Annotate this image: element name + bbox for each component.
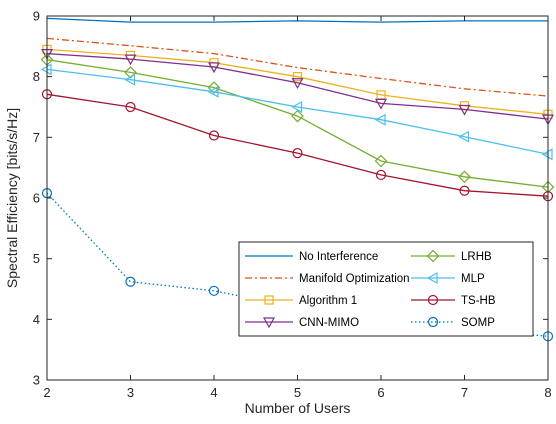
x-tick-label: 3 xyxy=(127,385,134,400)
data-point xyxy=(291,100,303,114)
legend-label: No Interference xyxy=(299,251,378,263)
x-tick-label: 2 xyxy=(43,385,50,400)
legend: No Interference LRHB Manifold Optimization… xyxy=(238,241,534,337)
legend-marker xyxy=(427,294,439,306)
data-point xyxy=(292,148,303,159)
legend-item: TS-HB xyxy=(411,294,496,307)
legend-item: Manifold Optimization xyxy=(245,273,410,285)
data-point xyxy=(208,285,220,296)
data-point xyxy=(291,78,304,89)
data-point xyxy=(374,98,388,110)
y-axis-label: Spectral Efficiency [bits/s/Hz] xyxy=(4,108,20,288)
data-point xyxy=(458,104,471,116)
legend-box xyxy=(238,241,534,337)
data-point xyxy=(207,85,219,98)
y-tick-label: 3 xyxy=(33,373,40,388)
x-tick-label: 7 xyxy=(461,385,468,400)
legend-label: SOMP xyxy=(461,317,495,329)
data-point xyxy=(375,169,387,181)
series-manifold-optimization xyxy=(46,37,549,97)
legend-marker xyxy=(426,249,440,263)
series-line xyxy=(46,59,549,188)
data-point xyxy=(374,113,386,126)
data-point xyxy=(207,62,221,74)
y-tick-label: 4 xyxy=(33,312,40,327)
data-point xyxy=(458,130,470,143)
legend-label: TS-HB xyxy=(461,295,496,307)
y-tick-label: 5 xyxy=(33,251,40,266)
x-tick-label: 8 xyxy=(544,385,551,400)
data-point xyxy=(291,109,304,123)
series-line xyxy=(46,52,549,120)
data-point xyxy=(207,81,221,94)
data-point xyxy=(458,170,471,184)
data-point xyxy=(125,101,136,113)
series-line xyxy=(46,37,549,97)
legend-item: Algorithm 1 xyxy=(245,295,357,307)
data-point xyxy=(459,185,470,196)
series-line xyxy=(46,68,549,155)
data-point xyxy=(124,54,137,66)
x-tick-label: 5 xyxy=(294,385,301,400)
legend-marker xyxy=(426,271,438,285)
legend-item: No Interference xyxy=(245,251,378,263)
data-point xyxy=(124,73,136,86)
legend-item: CNN-MIMO xyxy=(245,317,359,329)
legend-marker xyxy=(427,316,439,328)
x-axis-label: Number of Users xyxy=(245,400,351,416)
x-tick-label: 6 xyxy=(377,385,384,400)
legend-label: LRHB xyxy=(461,251,492,263)
legend-label: Manifold Optimization xyxy=(299,273,410,285)
legend-item: MLP xyxy=(411,271,485,285)
data-point xyxy=(292,72,303,82)
y-tick-label: 7 xyxy=(33,130,40,145)
x-tick-label: 4 xyxy=(210,385,217,400)
series-lrhb xyxy=(40,53,555,194)
data-point xyxy=(208,130,220,141)
y-tick-label: 6 xyxy=(33,191,40,206)
legend-marker xyxy=(262,317,276,329)
legend-item: LRHB xyxy=(411,249,492,263)
y-tick-label: 8 xyxy=(33,69,40,84)
data-point xyxy=(374,154,388,168)
legend-label: CNN-MIMO xyxy=(299,317,359,329)
y-tick-label: 9 xyxy=(33,9,40,24)
data-point xyxy=(125,276,136,287)
legend-item: SOMP xyxy=(411,316,495,329)
legend-label: MLP xyxy=(461,273,485,285)
axis-ticks xyxy=(46,15,549,381)
data-point xyxy=(124,66,137,79)
series-line xyxy=(46,93,549,197)
legend-label: Algorithm 1 xyxy=(299,295,357,307)
series-layer xyxy=(40,17,555,342)
legend-marker xyxy=(264,295,274,305)
